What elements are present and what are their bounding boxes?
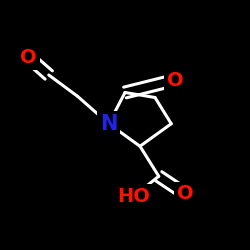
Text: O: O (20, 48, 37, 67)
Text: O: O (177, 184, 193, 203)
Text: HO: HO (117, 187, 150, 206)
Text: O: O (167, 70, 183, 90)
Text: N: N (100, 114, 117, 134)
